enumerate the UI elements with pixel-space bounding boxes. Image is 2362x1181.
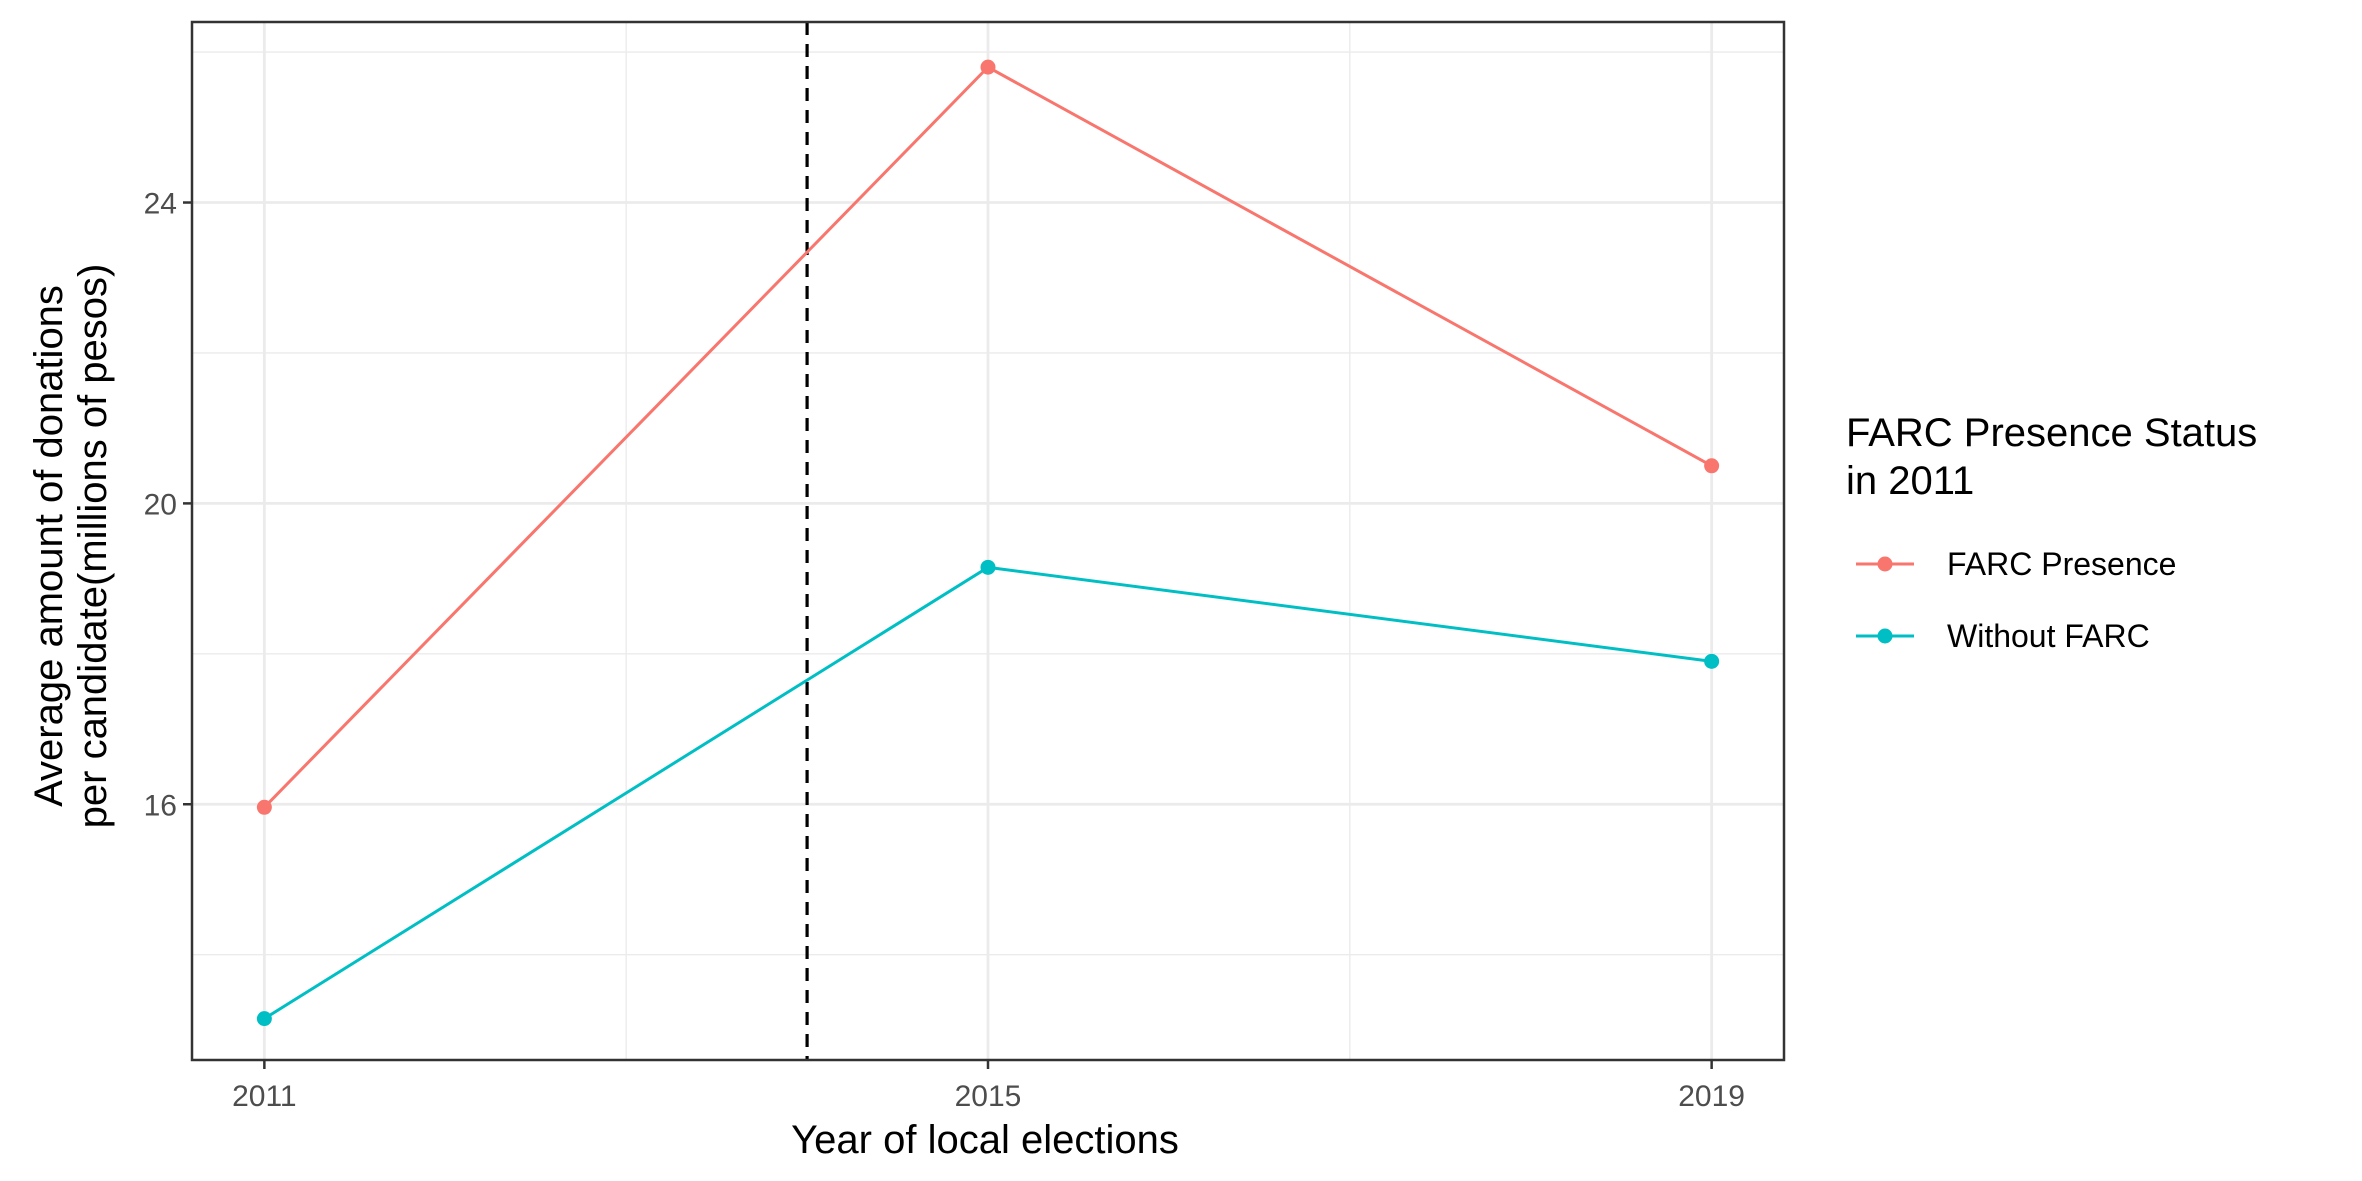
series-0-point-0 [256,799,272,815]
legend-entries: FARC Presence Without FARC [1856,546,2176,654]
x-axis-title: Year of local elections [791,1118,1179,1162]
y-axis-title-line-2: per candidate(millions of pesos) [71,264,115,829]
legend-key-point-0 [1877,556,1893,572]
y-tick-label-0: 16 [144,789,177,822]
x-tick-label-2: 2019 [1678,1080,1745,1113]
legend-title-line-2: in 2011 [1846,459,1974,503]
series-0-point-2 [1704,458,1720,474]
series-1-point-0 [256,1011,272,1027]
x-axis: 2011 2015 2019 [232,1060,1745,1113]
series-1-point-2 [1704,653,1720,669]
x-tick-label-1: 2015 [955,1080,1022,1113]
y-tick-label-1: 20 [144,488,177,521]
major-gridlines [192,22,1784,1060]
y-tick-label-2: 24 [144,188,177,221]
series-layer [256,59,1720,1027]
legend-key-point-1 [1877,628,1893,644]
series-0-point-1 [980,59,996,75]
legend-label-1: Without FARC [1947,618,2150,654]
y-axis-title-line-1: Average amount of donations [27,285,71,807]
legend-title-line-1: FARC Presence Status [1846,411,2257,455]
legend-label-0: FARC Presence [1947,546,2176,582]
legend: FARC Presence Status in 2011 FARC Presen… [1846,411,2257,654]
x-tick-label-0: 2011 [232,1080,297,1113]
series-1-point-1 [980,559,996,575]
y-axis: 16 20 24 [144,188,192,822]
